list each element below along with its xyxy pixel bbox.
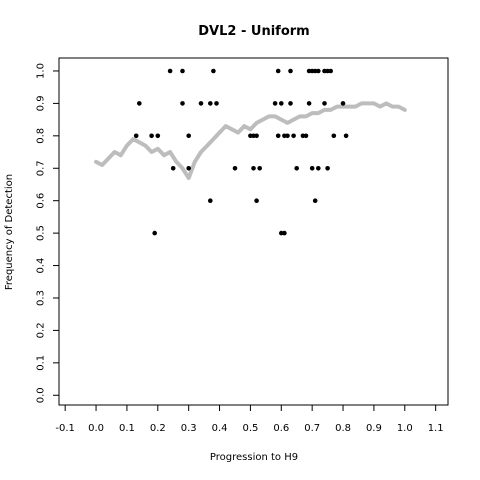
points-layer xyxy=(133,68,349,236)
data-point xyxy=(316,166,321,171)
data-point xyxy=(340,101,346,106)
chart-title: DVL2 - Uniform xyxy=(198,24,309,39)
x-tick-label: 0.9 xyxy=(366,423,382,434)
y-tick-label: 0.8 xyxy=(36,128,47,144)
x-tick-label: 0.6 xyxy=(273,423,289,434)
data-point xyxy=(137,101,142,106)
data-point xyxy=(325,166,330,171)
x-tick-label: 1.1 xyxy=(428,423,444,434)
x-tick-label: 1.0 xyxy=(397,423,413,434)
data-point xyxy=(155,133,161,139)
smooth-curve-layer xyxy=(94,101,407,180)
data-point xyxy=(316,68,321,74)
x-tick-label: 0.8 xyxy=(335,423,351,434)
data-point xyxy=(285,133,290,139)
y-axis: 0.0 0.1 0.2 0.3 0.4 0.5 0.6 0.7 0.8 0.9 1.0 xyxy=(35,63,59,403)
y-tick-label: 0.1 xyxy=(36,355,47,371)
x-tick-label: 0.7 xyxy=(304,423,320,434)
data-point xyxy=(275,68,281,74)
data-point xyxy=(186,166,191,171)
data-point xyxy=(198,101,204,106)
data-point xyxy=(149,133,154,139)
y-tick-label: 1.0 xyxy=(35,63,46,79)
data-point xyxy=(254,133,259,139)
data-point xyxy=(272,101,278,106)
x-tick-label: 0.4 xyxy=(212,423,228,434)
data-point xyxy=(232,166,238,171)
data-point xyxy=(312,198,318,203)
data-point xyxy=(208,198,213,203)
x-axis-label: Progression to H9 xyxy=(210,452,298,463)
data-point xyxy=(331,133,337,139)
data-point xyxy=(288,101,293,106)
data-point xyxy=(303,133,309,139)
data-point xyxy=(279,101,284,106)
data-point xyxy=(291,133,296,139)
data-point xyxy=(214,101,219,106)
data-point xyxy=(254,198,259,203)
x-tick-label: 0.3 xyxy=(181,423,197,434)
data-point xyxy=(257,166,263,171)
data-point xyxy=(322,101,327,106)
y-axis-label: Frequency of Detection xyxy=(4,174,15,290)
data-point xyxy=(180,101,185,106)
y-tick-label: 0.0 xyxy=(35,387,46,403)
y-tick-label: 0.9 xyxy=(36,95,47,111)
data-point xyxy=(167,68,173,74)
data-point xyxy=(152,230,157,236)
y-tick-label: 0.3 xyxy=(35,290,46,306)
x-tick-label: 0.0 xyxy=(88,423,104,434)
plot-frame xyxy=(58,57,449,406)
y-tick-label: 0.6 xyxy=(35,193,46,209)
data-point xyxy=(251,166,256,171)
x-tick-label: 0.2 xyxy=(150,423,166,434)
data-point xyxy=(306,101,312,106)
x-tick-label: 0.5 xyxy=(242,423,258,434)
data-point xyxy=(180,68,185,74)
y-tick-label: 0.4 xyxy=(35,258,46,274)
data-point xyxy=(133,133,139,139)
x-tick-label: -0.1 xyxy=(55,423,75,434)
data-point xyxy=(170,166,176,171)
data-point xyxy=(343,133,349,139)
y-tick-label: 0.5 xyxy=(36,225,47,241)
x-axis: -0.1 0.0 0.1 0.2 0.3 0.4 0.5 0.6 0.7 0.8 0.9 1.0 1.1 xyxy=(55,405,444,434)
data-point xyxy=(282,230,287,236)
data-point xyxy=(309,166,315,171)
x-tick-label: 0.1 xyxy=(119,423,135,434)
data-point xyxy=(211,68,216,74)
y-tick-label: 0.7 xyxy=(35,160,46,176)
data-point xyxy=(208,101,213,106)
smooth-curve xyxy=(94,101,407,180)
data-point xyxy=(328,68,334,74)
data-point xyxy=(186,133,191,139)
y-tick-label: 0.2 xyxy=(36,322,47,338)
data-point xyxy=(294,166,300,171)
data-point xyxy=(288,68,293,74)
data-point xyxy=(275,133,281,139)
